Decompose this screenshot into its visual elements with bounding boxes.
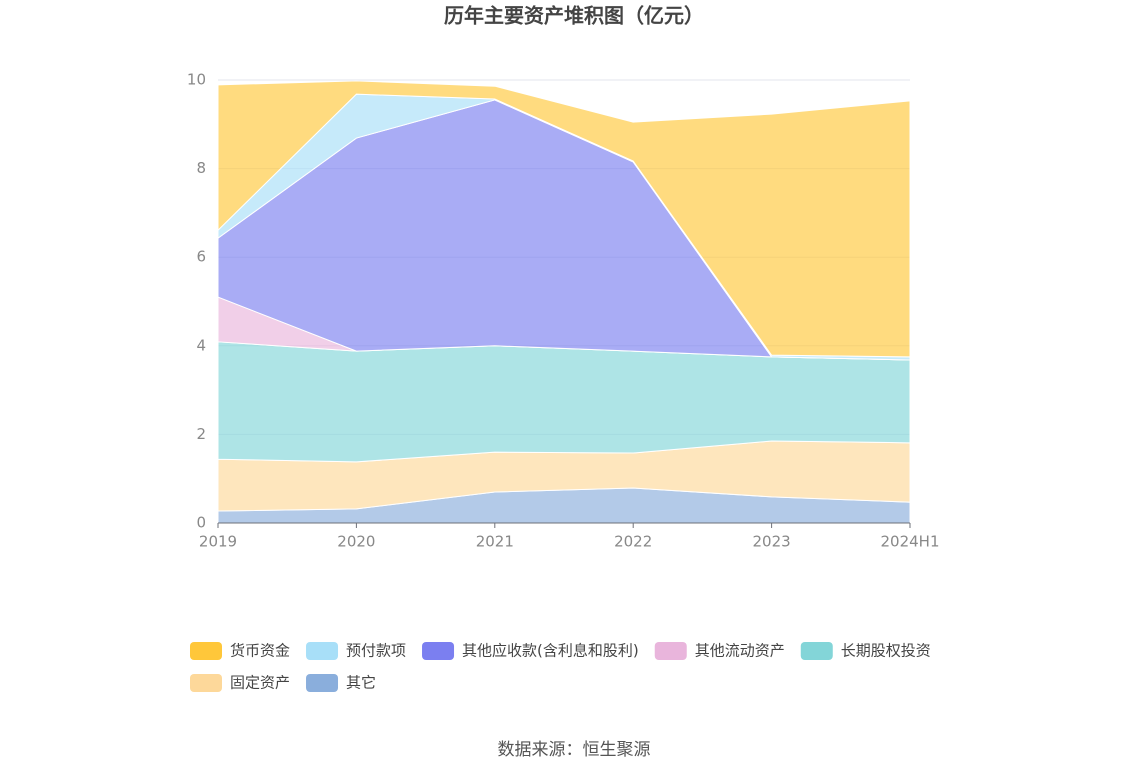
legend-label: 其它 xyxy=(346,674,376,692)
legend-swatch xyxy=(422,642,455,660)
x-tick-label: 2024H1 xyxy=(881,533,940,551)
chart-title: 历年主要资产堆积图（亿元） xyxy=(444,4,704,28)
y-tick-label: 6 xyxy=(196,248,206,266)
legend-item: 其他流动资产 xyxy=(654,642,785,660)
y-tick-label: 4 xyxy=(196,336,206,354)
legend-swatch xyxy=(306,674,339,692)
x-tick-label: 2020 xyxy=(337,533,375,551)
legend-swatch xyxy=(800,642,833,660)
y-tick-label: 8 xyxy=(196,159,206,177)
legend-swatch xyxy=(190,642,222,660)
legend-item: 货币资金 xyxy=(190,642,290,660)
legend-item: 长期股权投资 xyxy=(800,642,931,660)
area xyxy=(217,80,911,358)
legend-item: 固定资产 xyxy=(190,674,290,692)
y-tick-label: 2 xyxy=(196,425,206,443)
legend-item: 预付款项 xyxy=(306,642,406,660)
legend-label: 货币资金 xyxy=(230,642,290,660)
legend-label: 长期股权投资 xyxy=(841,642,931,660)
x-tick-label: 2022 xyxy=(614,533,652,551)
legend-swatch xyxy=(190,674,222,692)
source: 数据来源：恒生聚源 xyxy=(498,740,651,760)
x-tick-label: 2023 xyxy=(753,533,791,551)
y-tick-label: 0 xyxy=(196,514,206,532)
legend-item: 其他应收款(含利息和股利) xyxy=(422,642,639,660)
legend-label: 其他应收款(含利息和股利) xyxy=(462,642,639,660)
legend-label: 预付款项 xyxy=(346,642,406,660)
x-tick-label: 2019 xyxy=(199,533,237,551)
legend-item: 其它 xyxy=(306,674,376,692)
legend-swatch xyxy=(306,642,339,660)
y-tick-label: 10 xyxy=(187,71,206,89)
x-tick-label: 2021 xyxy=(476,533,514,551)
legend-label: 固定资产 xyxy=(230,674,290,692)
legend-swatch xyxy=(654,642,687,660)
legend-label: 其他流动资产 xyxy=(695,642,785,660)
